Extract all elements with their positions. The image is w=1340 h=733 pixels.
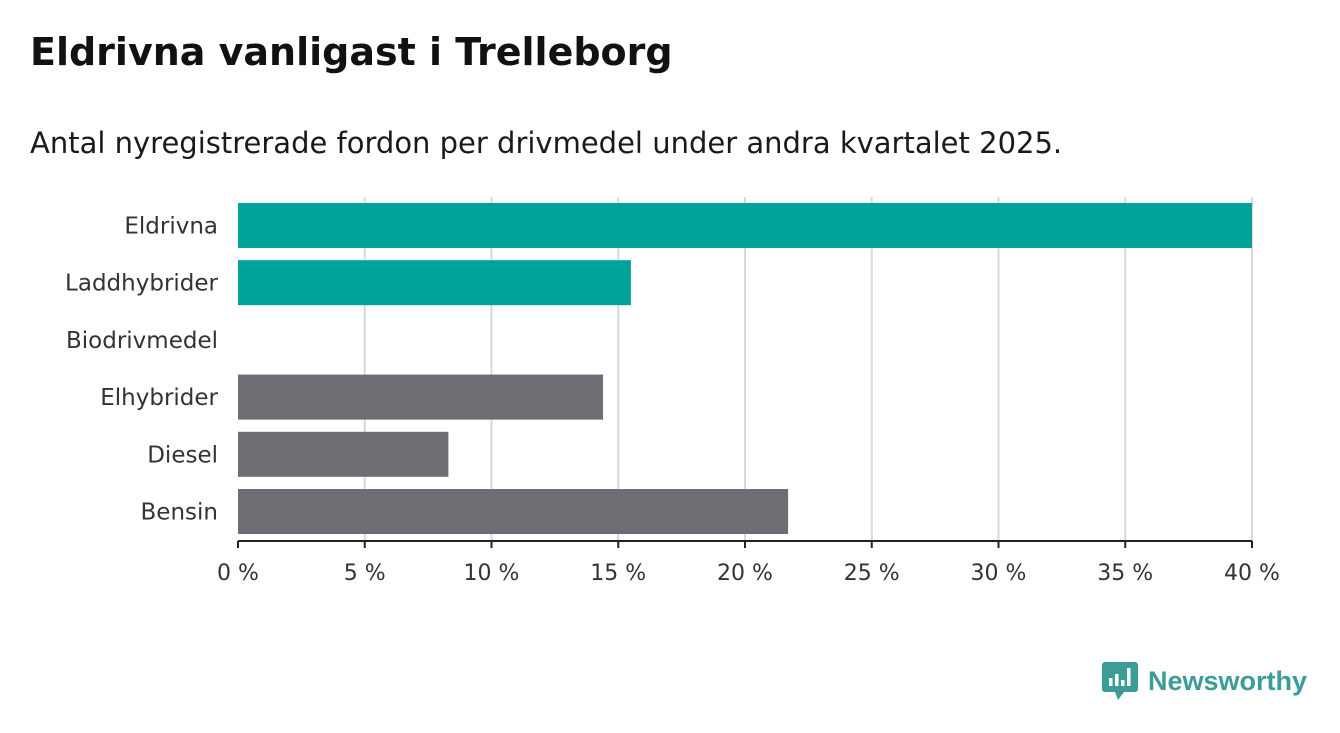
x-tick-label: 25 % bbox=[844, 561, 900, 586]
category-label: Elhybrider bbox=[100, 385, 218, 411]
x-tick-label: 35 % bbox=[1097, 561, 1153, 586]
category-label: Biodrivmedel bbox=[66, 328, 218, 354]
bar-bensin bbox=[238, 489, 789, 534]
x-tick-label: 30 % bbox=[971, 561, 1027, 586]
x-tick-label: 20 % bbox=[717, 561, 773, 586]
category-label: Bensin bbox=[141, 500, 218, 526]
bar-laddhybrider bbox=[238, 260, 631, 306]
bars bbox=[238, 203, 1252, 534]
x-tick-label: 40 % bbox=[1224, 561, 1280, 586]
brand-logo: Newsworthy bbox=[1102, 660, 1307, 702]
x-tick-label: 0 % bbox=[217, 561, 259, 586]
grid-lines bbox=[363, 197, 1253, 541]
category-label: Eldrivna bbox=[124, 214, 218, 240]
category-label: Diesel bbox=[147, 442, 218, 468]
bar-diesel bbox=[238, 431, 449, 477]
bar-elhybrider bbox=[238, 374, 604, 420]
category-labels: Eldrivna Laddhybrider Biodrivmedel Elhybrid… bbox=[65, 214, 218, 526]
bar-chart: Eldrivna Laddhybrider Biodrivmedel Elhybrid… bbox=[65, 197, 1280, 586]
bar-eldrivna bbox=[238, 203, 1252, 248]
category-label: Laddhybrider bbox=[65, 271, 218, 297]
x-tick-label: 15 % bbox=[590, 561, 646, 586]
chart-title: Eldrivna vanligast i Trelleborg bbox=[30, 30, 673, 74]
brand-name: Newsworthy bbox=[1148, 665, 1308, 696]
x-tick-label: 10 % bbox=[464, 561, 520, 586]
x-tick-label: 5 % bbox=[344, 561, 386, 586]
x-axis: 0 % 5 % 10 % 15 % 20 % 25 % 30 % 35 % 40 % bbox=[217, 540, 1280, 586]
chart-subtitle: Antal nyregistrerade fordon per drivmede… bbox=[30, 126, 1063, 160]
bar-chart-speech-bubble-icon bbox=[1102, 662, 1138, 700]
